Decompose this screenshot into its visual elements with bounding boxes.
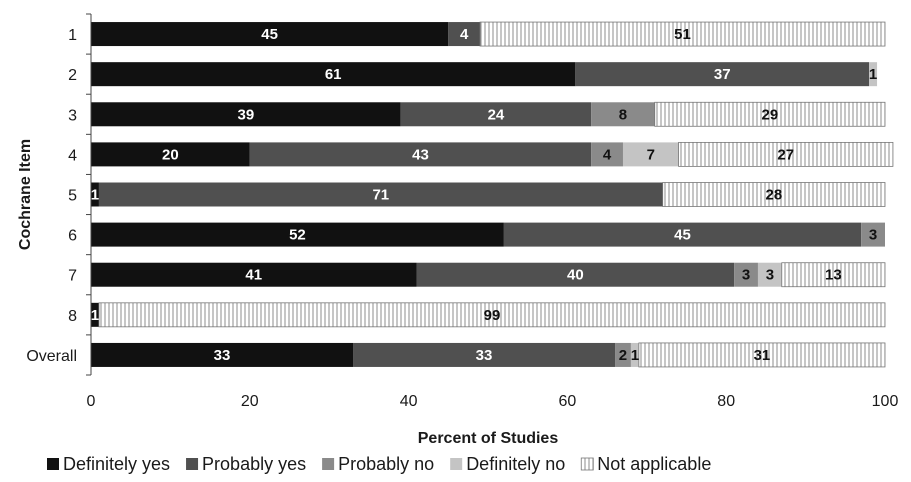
y-tick-label: 3 (68, 107, 77, 124)
bar-segment-not-applicable-7 (781, 262, 886, 288)
bar-segment-probably-yes-overall (353, 342, 616, 367)
bar-segment-definitely-yes-3 (91, 102, 401, 127)
bar-segment-not-applicable-overall (638, 342, 886, 368)
bar-segment-probably-no-overall (615, 342, 631, 367)
y-tick-label: 7 (68, 268, 77, 285)
data-label: 39 (237, 106, 254, 123)
data-label: 20 (162, 146, 179, 163)
bar-segment-probably-no-3 (591, 102, 655, 127)
bar-segment-not-applicable-8 (98, 302, 886, 328)
x-axis-title: Percent of Studies (418, 430, 559, 447)
data-label: 24 (488, 106, 505, 123)
bar-segment-probably-yes-7 (416, 262, 735, 287)
data-label: 43 (412, 146, 429, 163)
legend-item-probably-yes: Probably yes (186, 454, 306, 474)
data-label: 2 (619, 347, 627, 364)
bar-segment-definitely-no-7 (757, 262, 782, 287)
y-tick-label: 4 (68, 147, 77, 164)
bar-segment-definitely-yes-5 (91, 182, 99, 207)
bar-segment-definitely-yes-2 (91, 62, 576, 87)
x-tick-label: 0 (87, 393, 96, 410)
bar-segment-not-applicable-4 (678, 141, 894, 167)
data-label: 1 (631, 347, 639, 364)
legend-swatch (450, 458, 463, 470)
bar-segment-definitely-yes-1 (91, 22, 449, 47)
y-tick-label: 8 (68, 308, 77, 325)
bar-segment-definitely-no-4 (622, 142, 679, 167)
bar-segment-definitely-no-2 (869, 62, 878, 87)
data-label: 3 (742, 267, 750, 284)
bar-segment-definitely-yes-7 (91, 262, 417, 287)
y-tick-label: 2 (68, 67, 77, 84)
legend-label: Probably yes (202, 454, 306, 474)
data-label: 1 (91, 307, 99, 324)
data-label: 4 (603, 146, 612, 163)
bar-segment-definitely-yes-4 (91, 142, 250, 167)
data-label: 45 (261, 26, 278, 43)
bar-segment-probably-yes-4 (249, 142, 592, 167)
data-label: 51 (674, 26, 691, 43)
data-label: 7 (647, 146, 655, 163)
data-label: 31 (754, 347, 771, 364)
y-tick-label: 1 (68, 27, 77, 44)
data-label: 29 (762, 106, 779, 123)
data-label: 52 (289, 227, 306, 244)
data-label: 37 (714, 66, 731, 83)
bar-segment-probably-no-4 (591, 142, 623, 167)
y-tick-label: 6 (68, 228, 77, 245)
data-label: 3 (766, 267, 774, 284)
data-label: 1 (869, 66, 877, 83)
bar-segment-probably-no-6 (861, 222, 885, 247)
legend-item-not-applicable: Not applicable (580, 454, 711, 474)
legend-label: Probably no (338, 454, 434, 474)
data-label: 71 (372, 187, 389, 204)
legend-label: Not applicable (597, 454, 711, 474)
legend-label: Definitely no (466, 454, 565, 474)
data-label: 33 (476, 347, 493, 364)
bar-segment-definitely-yes-overall (91, 342, 354, 367)
data-label: 40 (567, 267, 584, 284)
legend-label: Definitely yes (63, 454, 170, 474)
bar-segment-probably-no-7 (734, 262, 758, 287)
bar-segment-not-applicable-3 (654, 101, 886, 127)
y-tick-label: 5 (68, 188, 77, 205)
bar-segment-definitely-yes-6 (91, 222, 504, 247)
data-label: 28 (765, 187, 782, 204)
bar-segment-probably-yes-3 (400, 102, 592, 127)
x-tick-label: 60 (559, 393, 577, 410)
y-axis-title: Cochrane Item (17, 139, 34, 250)
legend-item-definitely-no: Definitely no (450, 454, 565, 474)
bar-segment-not-applicable-1 (479, 21, 886, 47)
data-label: 41 (245, 267, 262, 284)
legend-item-definitely-yes: Definitely yes (47, 454, 170, 474)
bar-segment-probably-yes-1 (448, 22, 481, 47)
legend-swatch (47, 458, 59, 470)
bar-segment-definitely-no-overall (630, 342, 639, 367)
data-label: 27 (777, 146, 794, 163)
data-label: 13 (825, 267, 842, 284)
bar-segment-probably-yes-2 (575, 62, 870, 87)
x-tick-label: 40 (400, 393, 418, 410)
bar-segment-probably-yes-5 (98, 182, 663, 207)
bar-segment-not-applicable-5 (662, 182, 886, 207)
bar-segment-probably-yes-6 (503, 222, 862, 247)
data-label: 61 (325, 66, 342, 83)
legend-swatch (322, 458, 335, 470)
data-label: 3 (869, 227, 877, 244)
y-tick-label: Overall (26, 348, 77, 365)
data-label: 1 (91, 187, 99, 204)
x-tick-label: 100 (872, 393, 899, 410)
data-label: 8 (619, 106, 627, 123)
x-tick-label: 80 (717, 393, 735, 410)
x-tick-label: 20 (241, 393, 259, 410)
legend-item-probably-no: Probably no (322, 454, 434, 474)
data-label: 45 (674, 227, 691, 244)
data-label: 33 (214, 347, 231, 364)
legend-swatch (186, 458, 199, 470)
data-label: 4 (460, 26, 469, 43)
bar-segment-definitely-yes-8 (91, 302, 99, 327)
legend-swatch (580, 457, 594, 471)
data-label: 99 (484, 307, 501, 324)
